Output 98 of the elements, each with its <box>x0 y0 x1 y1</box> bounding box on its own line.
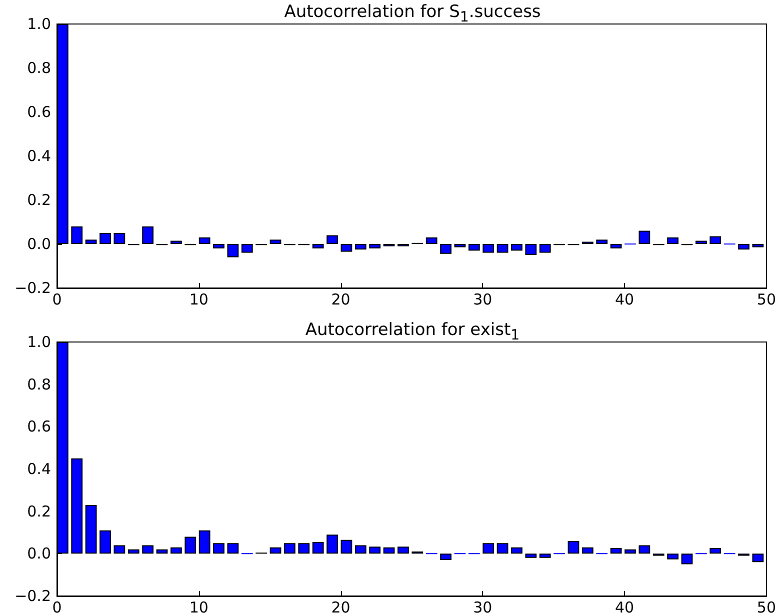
bar <box>681 554 693 564</box>
bar <box>198 237 210 244</box>
bar <box>241 244 253 253</box>
y-tick-label: 0.6 <box>27 418 51 436</box>
bar <box>326 534 338 554</box>
bar <box>539 244 551 253</box>
bar <box>752 244 764 248</box>
x-tick-label: 0 <box>52 290 62 308</box>
bar <box>525 244 537 255</box>
bar <box>312 542 324 554</box>
bar <box>582 547 594 554</box>
bar <box>667 237 678 244</box>
bar <box>184 536 196 554</box>
bar <box>468 244 480 251</box>
bar <box>340 244 352 252</box>
bar <box>511 244 522 251</box>
bar <box>142 545 154 554</box>
bar <box>170 240 182 244</box>
x-tick-label: 10 <box>189 598 208 615</box>
bar <box>568 540 580 554</box>
bar <box>100 233 111 244</box>
bar <box>354 244 366 250</box>
x-tick-label: 10 <box>189 290 208 308</box>
bar <box>198 530 210 554</box>
y-tick-label: 0.0 <box>27 235 51 253</box>
x-tick-label: 0 <box>52 598 62 615</box>
bar <box>128 549 140 554</box>
bar <box>610 244 622 248</box>
y-tick-label: −0.2 <box>14 279 51 297</box>
y-tick-label: 0.4 <box>27 460 51 478</box>
bar <box>738 244 750 250</box>
x-tick-label: 30 <box>473 290 492 308</box>
bar <box>440 554 452 560</box>
bar <box>114 233 126 244</box>
bar <box>511 547 522 554</box>
bar <box>482 244 494 253</box>
bar <box>142 226 154 244</box>
x-tick-label: 30 <box>473 598 492 615</box>
bar <box>71 226 83 244</box>
y-tick-label: −0.2 <box>14 587 51 605</box>
bar <box>496 543 508 554</box>
x-tick-label: 40 <box>615 290 634 308</box>
y-tick-label: 0.8 <box>27 375 51 394</box>
bar <box>270 547 282 554</box>
bar <box>100 530 111 554</box>
x-tick-label: 40 <box>615 598 634 615</box>
bar <box>298 543 310 554</box>
bar <box>482 543 494 554</box>
bar <box>525 554 537 558</box>
y-tick-label: 0.6 <box>27 103 51 121</box>
x-tick-label: 50 <box>756 290 776 308</box>
bar <box>284 543 296 554</box>
x-tick-label: 20 <box>331 598 350 615</box>
chart-title: Autocorrelation for S$_{1}$.success <box>283 2 542 28</box>
y-tick-label: 0.2 <box>27 502 51 520</box>
x-tick-label: 50 <box>756 598 776 615</box>
bar <box>624 549 636 554</box>
bar <box>156 549 168 554</box>
bar <box>213 543 224 554</box>
bar <box>596 240 608 244</box>
bar <box>227 543 239 554</box>
bar <box>114 545 126 554</box>
bar <box>213 244 224 248</box>
bar <box>496 244 508 253</box>
bar <box>326 235 338 244</box>
bar <box>170 547 182 554</box>
bar <box>369 244 381 248</box>
bar <box>383 547 395 554</box>
bar <box>638 230 650 244</box>
y-tick-label: 0.8 <box>27 59 51 77</box>
y-tick-label: 1.0 <box>27 15 51 33</box>
y-tick-label: 0.2 <box>27 191 51 209</box>
y-tick-label: 1.0 <box>27 333 51 351</box>
bar <box>610 548 622 554</box>
bar <box>638 545 650 554</box>
y-tick-label: 0.0 <box>27 544 51 563</box>
bar <box>539 554 551 558</box>
bar <box>270 240 282 244</box>
x-tick-label: 20 <box>331 290 350 308</box>
bar <box>426 237 438 244</box>
bar <box>369 546 381 554</box>
bar <box>710 236 722 244</box>
bar <box>354 545 366 554</box>
bar <box>440 244 452 254</box>
bar <box>667 554 678 560</box>
bar <box>85 504 97 554</box>
bar <box>710 548 722 554</box>
bar <box>340 540 352 554</box>
chart-title: Autocorrelation for exist$_{1}$ <box>304 320 521 346</box>
bar <box>71 458 83 554</box>
bar <box>398 546 409 554</box>
bar <box>454 244 466 248</box>
bar <box>85 240 97 244</box>
bar <box>696 240 707 244</box>
bar <box>227 244 239 258</box>
bar <box>752 554 764 562</box>
y-tick-label: 0.4 <box>27 147 51 165</box>
bar <box>312 244 324 248</box>
